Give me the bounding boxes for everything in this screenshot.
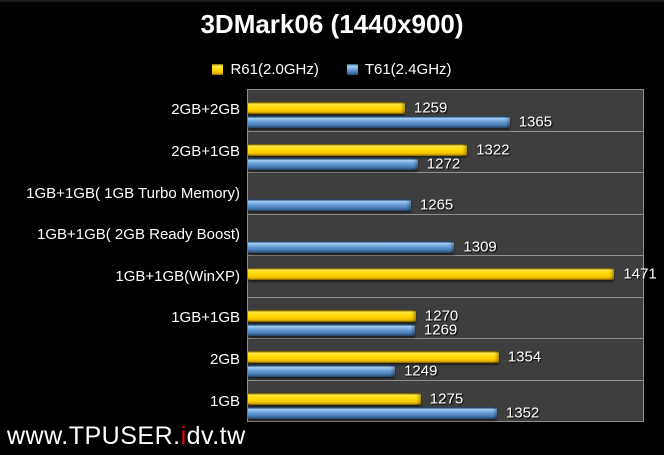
legend-item-t61: T61(2.4GHz): [346, 61, 452, 78]
category-label: 1GB+1GB: [171, 309, 240, 327]
bar-t61: [248, 365, 396, 377]
watermark: www.TPUSER.idv.tw: [7, 422, 246, 451]
category-label: 1GB+1GB( 2GB Ready Boost): [36, 226, 240, 244]
plot-row: 1270 1269: [248, 298, 643, 339]
category-label: 1GB+1GB( 1GB Turbo Memory): [26, 184, 240, 202]
bar-t61: [248, 406, 497, 419]
bar-r61: [248, 351, 499, 363]
bar-slot: 1259: [248, 99, 643, 117]
bar-value-label: 1249: [404, 362, 438, 380]
bar-value-label: 1471: [623, 265, 657, 283]
bar-value-label: 1265: [419, 196, 454, 214]
chart-title: 3DMark06 (1440x900): [200, 9, 464, 39]
bar-r61: [248, 102, 405, 114]
bar-value-label: 1309: [463, 238, 497, 255]
plot-row: 1471: [248, 256, 657, 298]
bar-t61: [248, 157, 418, 170]
bar-slot: 1265: [248, 196, 643, 214]
bar-slot: 1272: [248, 155, 643, 172]
bar-slot: 1270: [248, 307, 643, 324]
bar-t61: [248, 116, 510, 128]
plot-row: 1309: [248, 215, 643, 256]
bar-r61: [248, 392, 421, 405]
bar-slot: [248, 282, 643, 294]
watermark-prefix: www.TPUSER.: [7, 422, 181, 450]
legend: R61(2.0GHz) T61(2.4GHz): [0, 61, 664, 78]
bar-t61: [248, 199, 411, 211]
plot-row: 1259 1365: [248, 90, 643, 132]
bar-slot: [248, 185, 643, 197]
bar-slot: 1249: [248, 362, 643, 380]
bar-value-label: 1352: [505, 404, 540, 421]
bar-slot: 1275: [248, 390, 643, 407]
category-label: 2GB+1GB: [171, 142, 240, 160]
bar-slot: 1365: [248, 113, 643, 131]
plot-row: 1322 1272: [248, 132, 643, 173]
plot-row: 1275 1352: [248, 381, 643, 421]
bar-value-label: 1275: [429, 390, 464, 407]
category-label: 1GB: [209, 392, 240, 410]
plot-area: 1259 1365 1322 1272 1265 1309 1471 1270 1269 1354…: [247, 89, 657, 422]
category-label: 2GB: [209, 351, 240, 369]
bar-t61: [248, 323, 415, 336]
bar-slot: 1269: [248, 321, 643, 338]
bar-slot: 1471: [248, 266, 657, 283]
legend-label-r61: R61(2.0GHz): [230, 61, 319, 78]
legend-swatch-t61-icon: [346, 64, 358, 75]
category-label: 1GB+1GB(WinXP): [115, 267, 240, 285]
category-axis: 2GB+2GB 2GB+1GB 1GB+1GB( 1GB Turbo Memory)…: [0, 89, 240, 422]
bar-slot: 1309: [248, 238, 643, 255]
bar-t61: [248, 240, 455, 253]
bar-slot: [248, 227, 643, 239]
watermark-suffix: dv.tw: [186, 422, 246, 450]
bar-value-label: 1272: [426, 155, 461, 172]
bar-r61: [248, 143, 468, 156]
bar-value-label: 1270: [424, 307, 459, 324]
bar-value-label: 1269: [423, 321, 458, 338]
plot-row: 1354 1249: [248, 339, 643, 381]
bar-value-label: 1365: [518, 113, 553, 131]
category-label: 2GB+2GB: [171, 101, 240, 119]
legend-item-r61: R61(2.0GHz): [212, 61, 319, 78]
bar-value-label: 1259: [414, 99, 448, 117]
plot-row: 1265: [248, 173, 643, 215]
bar-slot: 1322: [248, 141, 643, 158]
bar-value-label: 1354: [507, 348, 542, 366]
watermark-accent: i: [180, 422, 187, 450]
bar-r61: [248, 309, 416, 322]
bar-slot: 1354: [248, 348, 643, 366]
bar-r61: [248, 268, 615, 280]
bar-slot: 1352: [248, 404, 643, 421]
legend-label-t61: T61(2.4GHz): [364, 61, 452, 78]
bar-value-label: 1322: [476, 141, 510, 158]
legend-swatch-r61-icon: [212, 64, 224, 75]
